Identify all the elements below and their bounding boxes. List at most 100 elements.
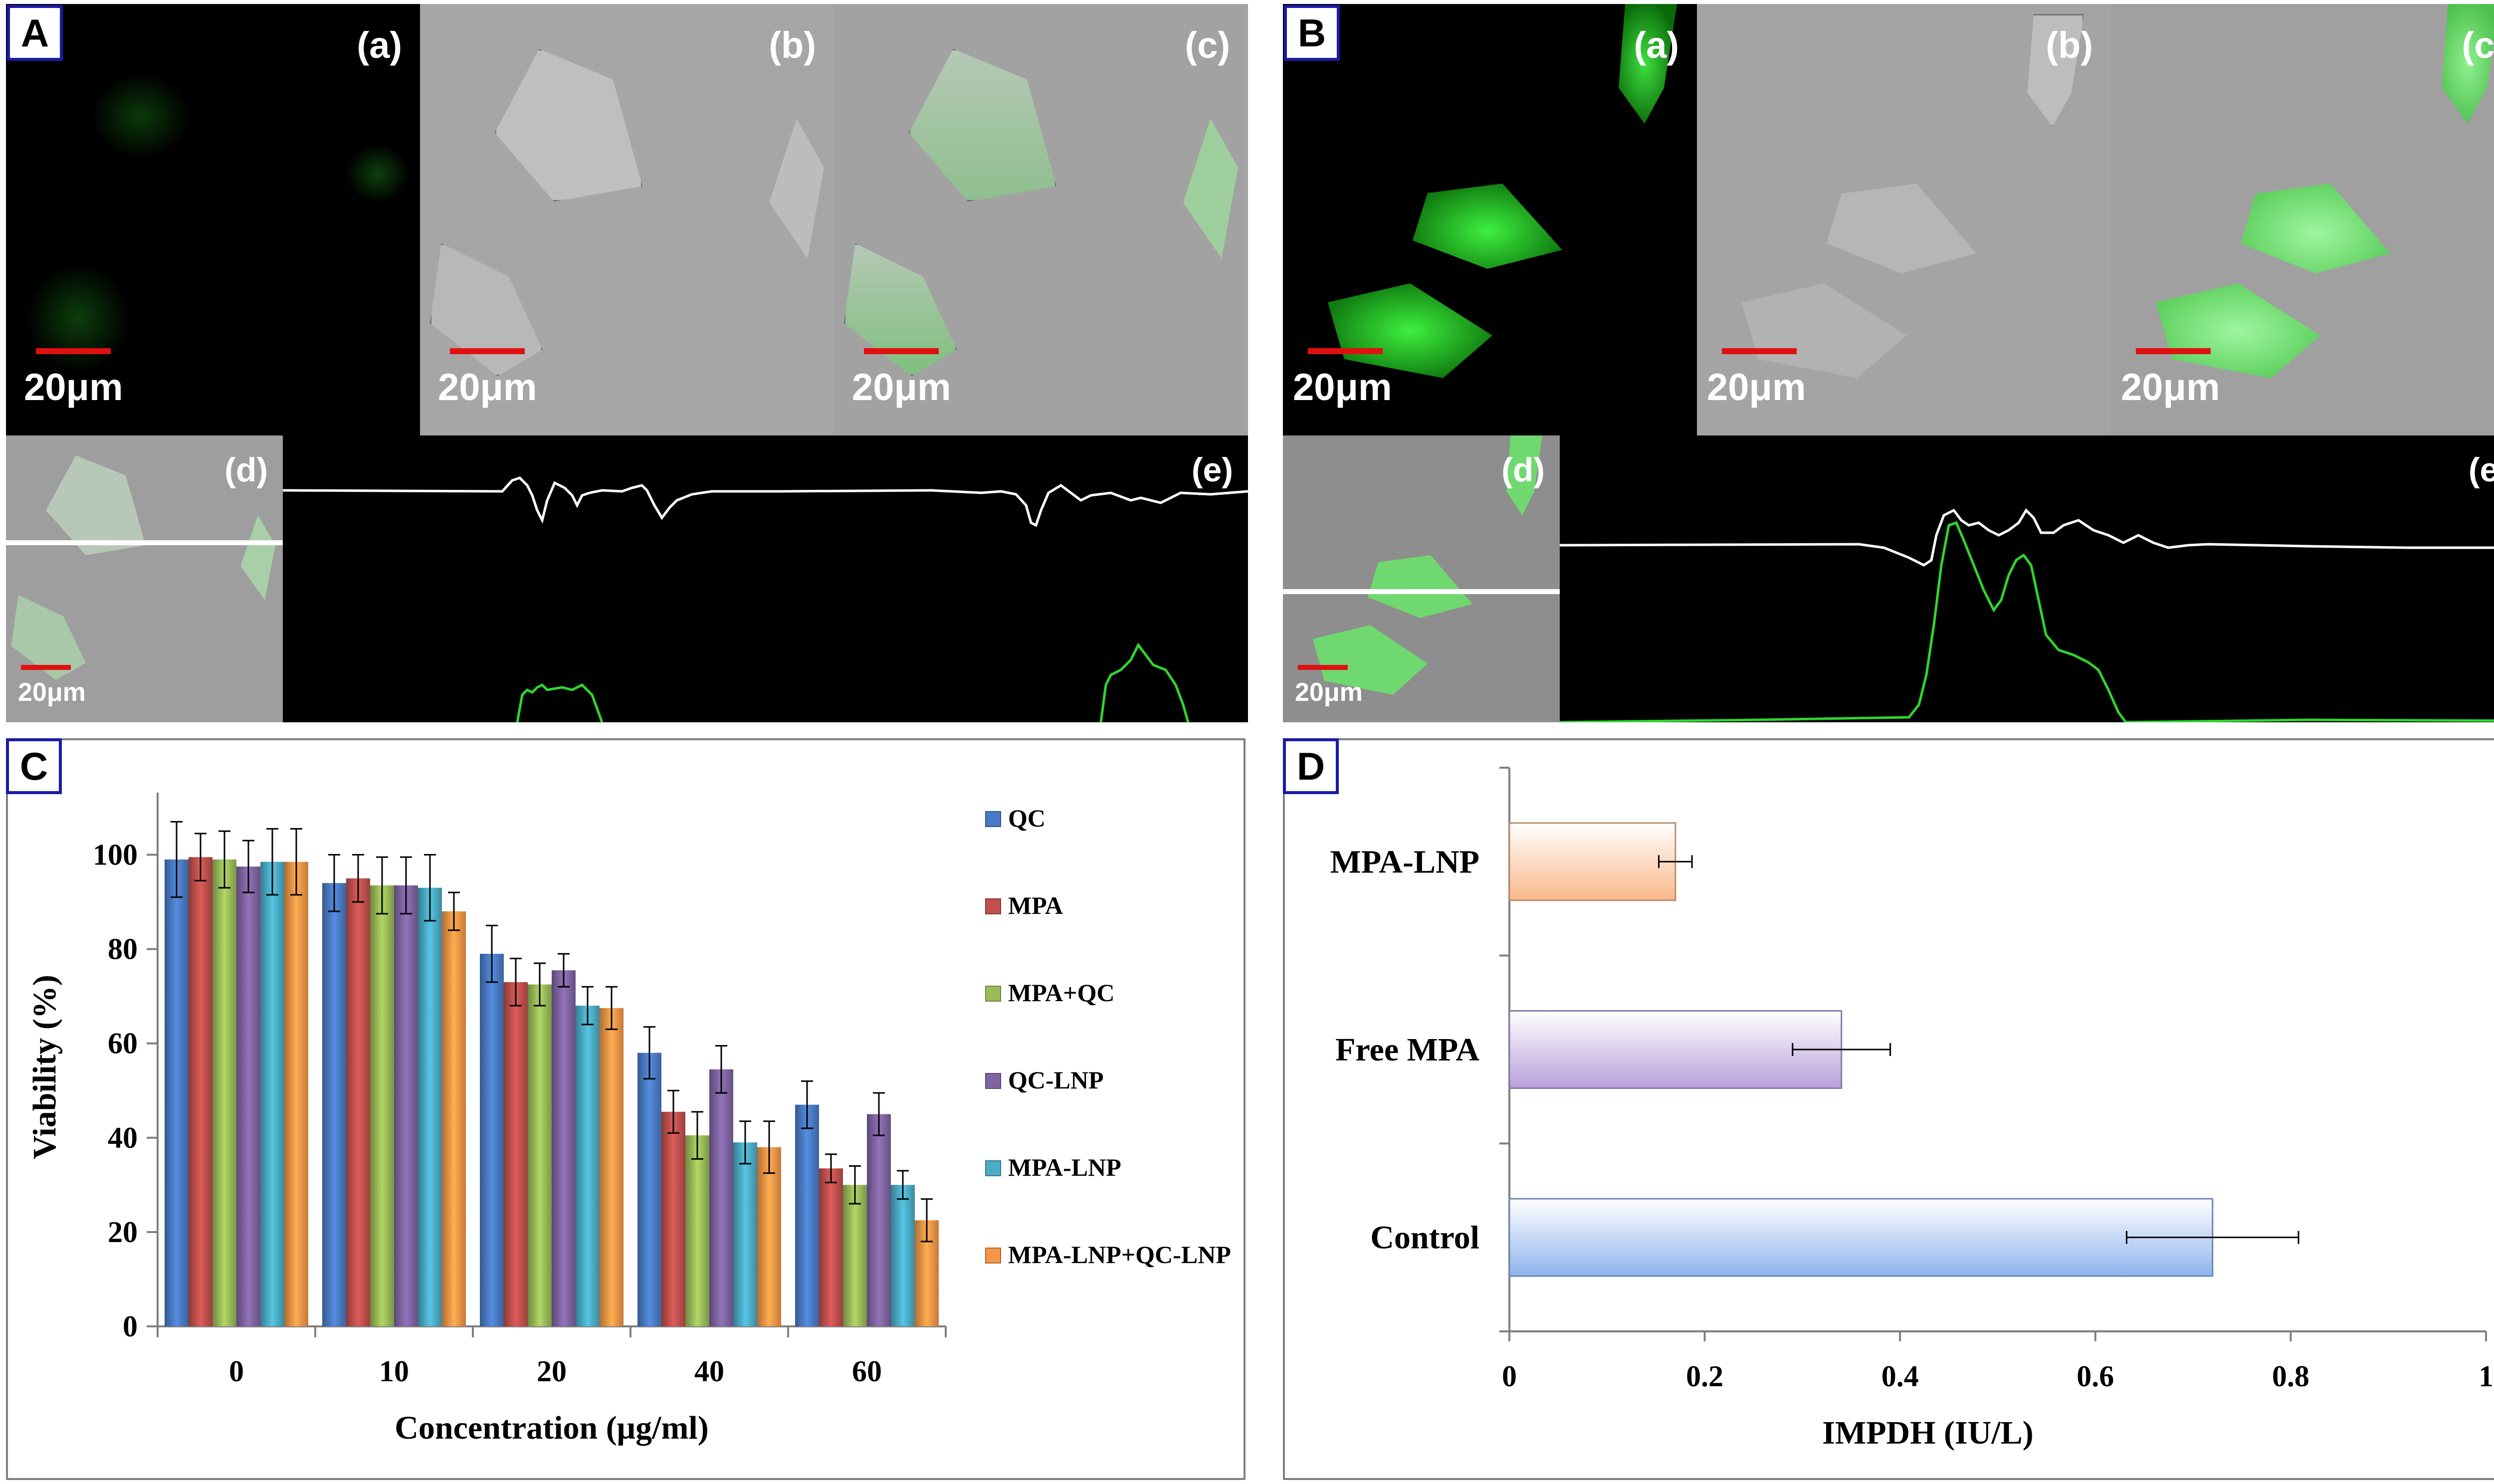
faint-cell [26,263,131,373]
bright-cell [1328,283,1492,378]
legend-swatch [985,1073,1001,1089]
cell-shape [844,243,957,376]
bar-mpa [819,1168,843,1326]
panel-a-letter: A [7,5,63,61]
legend-swatch [985,811,1001,827]
legend-swatch [985,898,1001,914]
bright-cell [1413,184,1562,269]
scale-bar [1308,348,1383,354]
brightfield-profile-line [283,476,1248,527]
bar-mpa [661,1111,685,1326]
bar-mpa-lnp [891,1185,915,1326]
scale-label: 20μm [2121,366,2220,409]
bar-qc-lnp [552,970,576,1326]
scale-label: 20μm [1293,366,1392,409]
scale-bar [1722,348,1797,354]
panel-c-letter: C [6,738,62,794]
bar-mpa-lnp [576,1006,600,1326]
y-tick-label: 20 [108,1216,138,1249]
scale-bar [450,348,525,354]
bar-qc-lnp [867,1114,891,1326]
bar-mpa [504,982,528,1326]
legend-swatch [985,986,1001,1002]
line-scan-marker [6,540,283,545]
x-tick-label: 0.4 [1881,1360,1919,1393]
legend-label: MPA [1008,891,1063,919]
cell-shape [495,49,642,202]
x-tick-label: 40 [694,1355,724,1388]
panel-a-fluorescence-image: (a) 20μm [6,4,420,435]
panel-a: A (a) 20μm (b) 20μm (c) 20μm (d) 20μm [6,4,1248,722]
cell-shape [769,119,824,258]
panel-b-line-scan-image: (d) 20μm [1283,435,1560,722]
panel-b: B (a) 20μm (b) 20μm (c) 20μm (d) 20μm [1283,4,2494,722]
panel-a-merged-image: (c) 20μm [834,4,1248,435]
panel-b-fluorescence-image: (a) 20μm [1283,4,1697,435]
x-tick-label: 0.8 [2272,1360,2309,1393]
x-tick-label: 10 [379,1355,409,1388]
scale-label: 20μm [1707,366,1806,409]
bar-qc-lnp [394,885,418,1326]
panel-a-intensity-profile: (e) [283,435,1248,722]
bar-mpa-qc [685,1135,709,1326]
cell-shape [1742,283,1906,378]
panel-a-brightfield-image: (b) 20μm [420,4,834,435]
y-tick-label: 60 [108,1027,138,1060]
bar-mpa-lnp-qc-lnp [442,911,466,1326]
cell-shape [240,515,275,600]
x-axis-title: Concentration (μg/ml) [395,1410,708,1446]
y-tick-label: Free MPA [1335,1032,1479,1068]
bar-mpa-lnp [418,887,442,1326]
cell-shape [1827,184,1976,273]
subpanel-label: (c) [1185,24,1230,66]
scale-bar [2136,348,2211,354]
subpanel-label: (d) [224,451,268,489]
x-tick-label: 60 [852,1355,882,1388]
subpanel-label: (c) [2462,24,2494,66]
subpanel-label: (b) [2046,24,2093,66]
bar-mpa [346,878,370,1326]
scale-label: 20μm [438,366,537,409]
fluorescence-profile-line [516,683,604,722]
panel-d-chart-frame: D 0 0.2 0.4 0.6 0.8 1 Control Free MPA MPA-LNP IM… [1283,738,2494,1480]
scale-bar [1298,665,1348,670]
bar-qc-lnp [709,1069,733,1326]
x-tick-label: 0 [1502,1360,1517,1393]
legend-label: MPA-LNP+QC-LNP [1008,1241,1231,1269]
y-tick-label: Control [1370,1220,1479,1256]
bar-mpa-lnp [260,861,284,1326]
panel-b-intensity-profile: (e) [1560,435,2494,722]
y-tick-label: 40 [108,1121,138,1154]
y-tick-label: 100 [93,839,138,871]
bar-qc [637,1053,661,1326]
subpanel-label: (b) [769,24,817,66]
x-tick-label: 20 [537,1355,567,1388]
bright-cell [2241,184,2390,273]
y-tick-label: 0 [123,1310,138,1343]
y-tick-label: 80 [108,933,138,966]
profile-plot [283,476,1248,722]
viability-bar-chart: 0 20 40 60 80 100 0 10 20 40 60 Concentration (μg/m… [26,793,1231,1446]
bar-mpa-qc [843,1185,867,1326]
bar-qc-lnp [236,866,260,1326]
scale-bar [36,348,111,354]
x-tick-label: 0.2 [1686,1360,1723,1393]
x-tick-label: 0.6 [2077,1360,2114,1393]
subpanel-label: (e) [1191,451,1233,489]
panel-c-chart-frame: C 0 20 40 60 80 100 0 10 20 40 60 Concentration (μg… [6,738,1246,1480]
bar-mpa-qc [212,859,236,1326]
y-tick-label: MPA-LNP [1330,844,1479,880]
fluorescence-profile-line [1099,642,1190,722]
subpanel-label: (e) [2468,451,2494,489]
bar-mpa-lnp [1508,822,1676,901]
bar-qc [795,1104,819,1326]
bar-mpa-lnp-qc-lnp [284,861,308,1326]
x-tick-label: 1 [2479,1360,2494,1393]
impdh-bar-chart: 0 0.2 0.4 0.6 0.8 1 Control Free MPA MPA-LNP IMPD… [1330,767,2494,1451]
bar-mpa-lnp-qc-lnp [757,1147,781,1326]
legend-label: QC-LNP [1008,1066,1104,1094]
scale-label: 20μm [1295,678,1363,707]
brightfield-profile-line [1560,508,2494,567]
profile-plot [1560,508,2494,722]
faint-cell [91,74,191,159]
